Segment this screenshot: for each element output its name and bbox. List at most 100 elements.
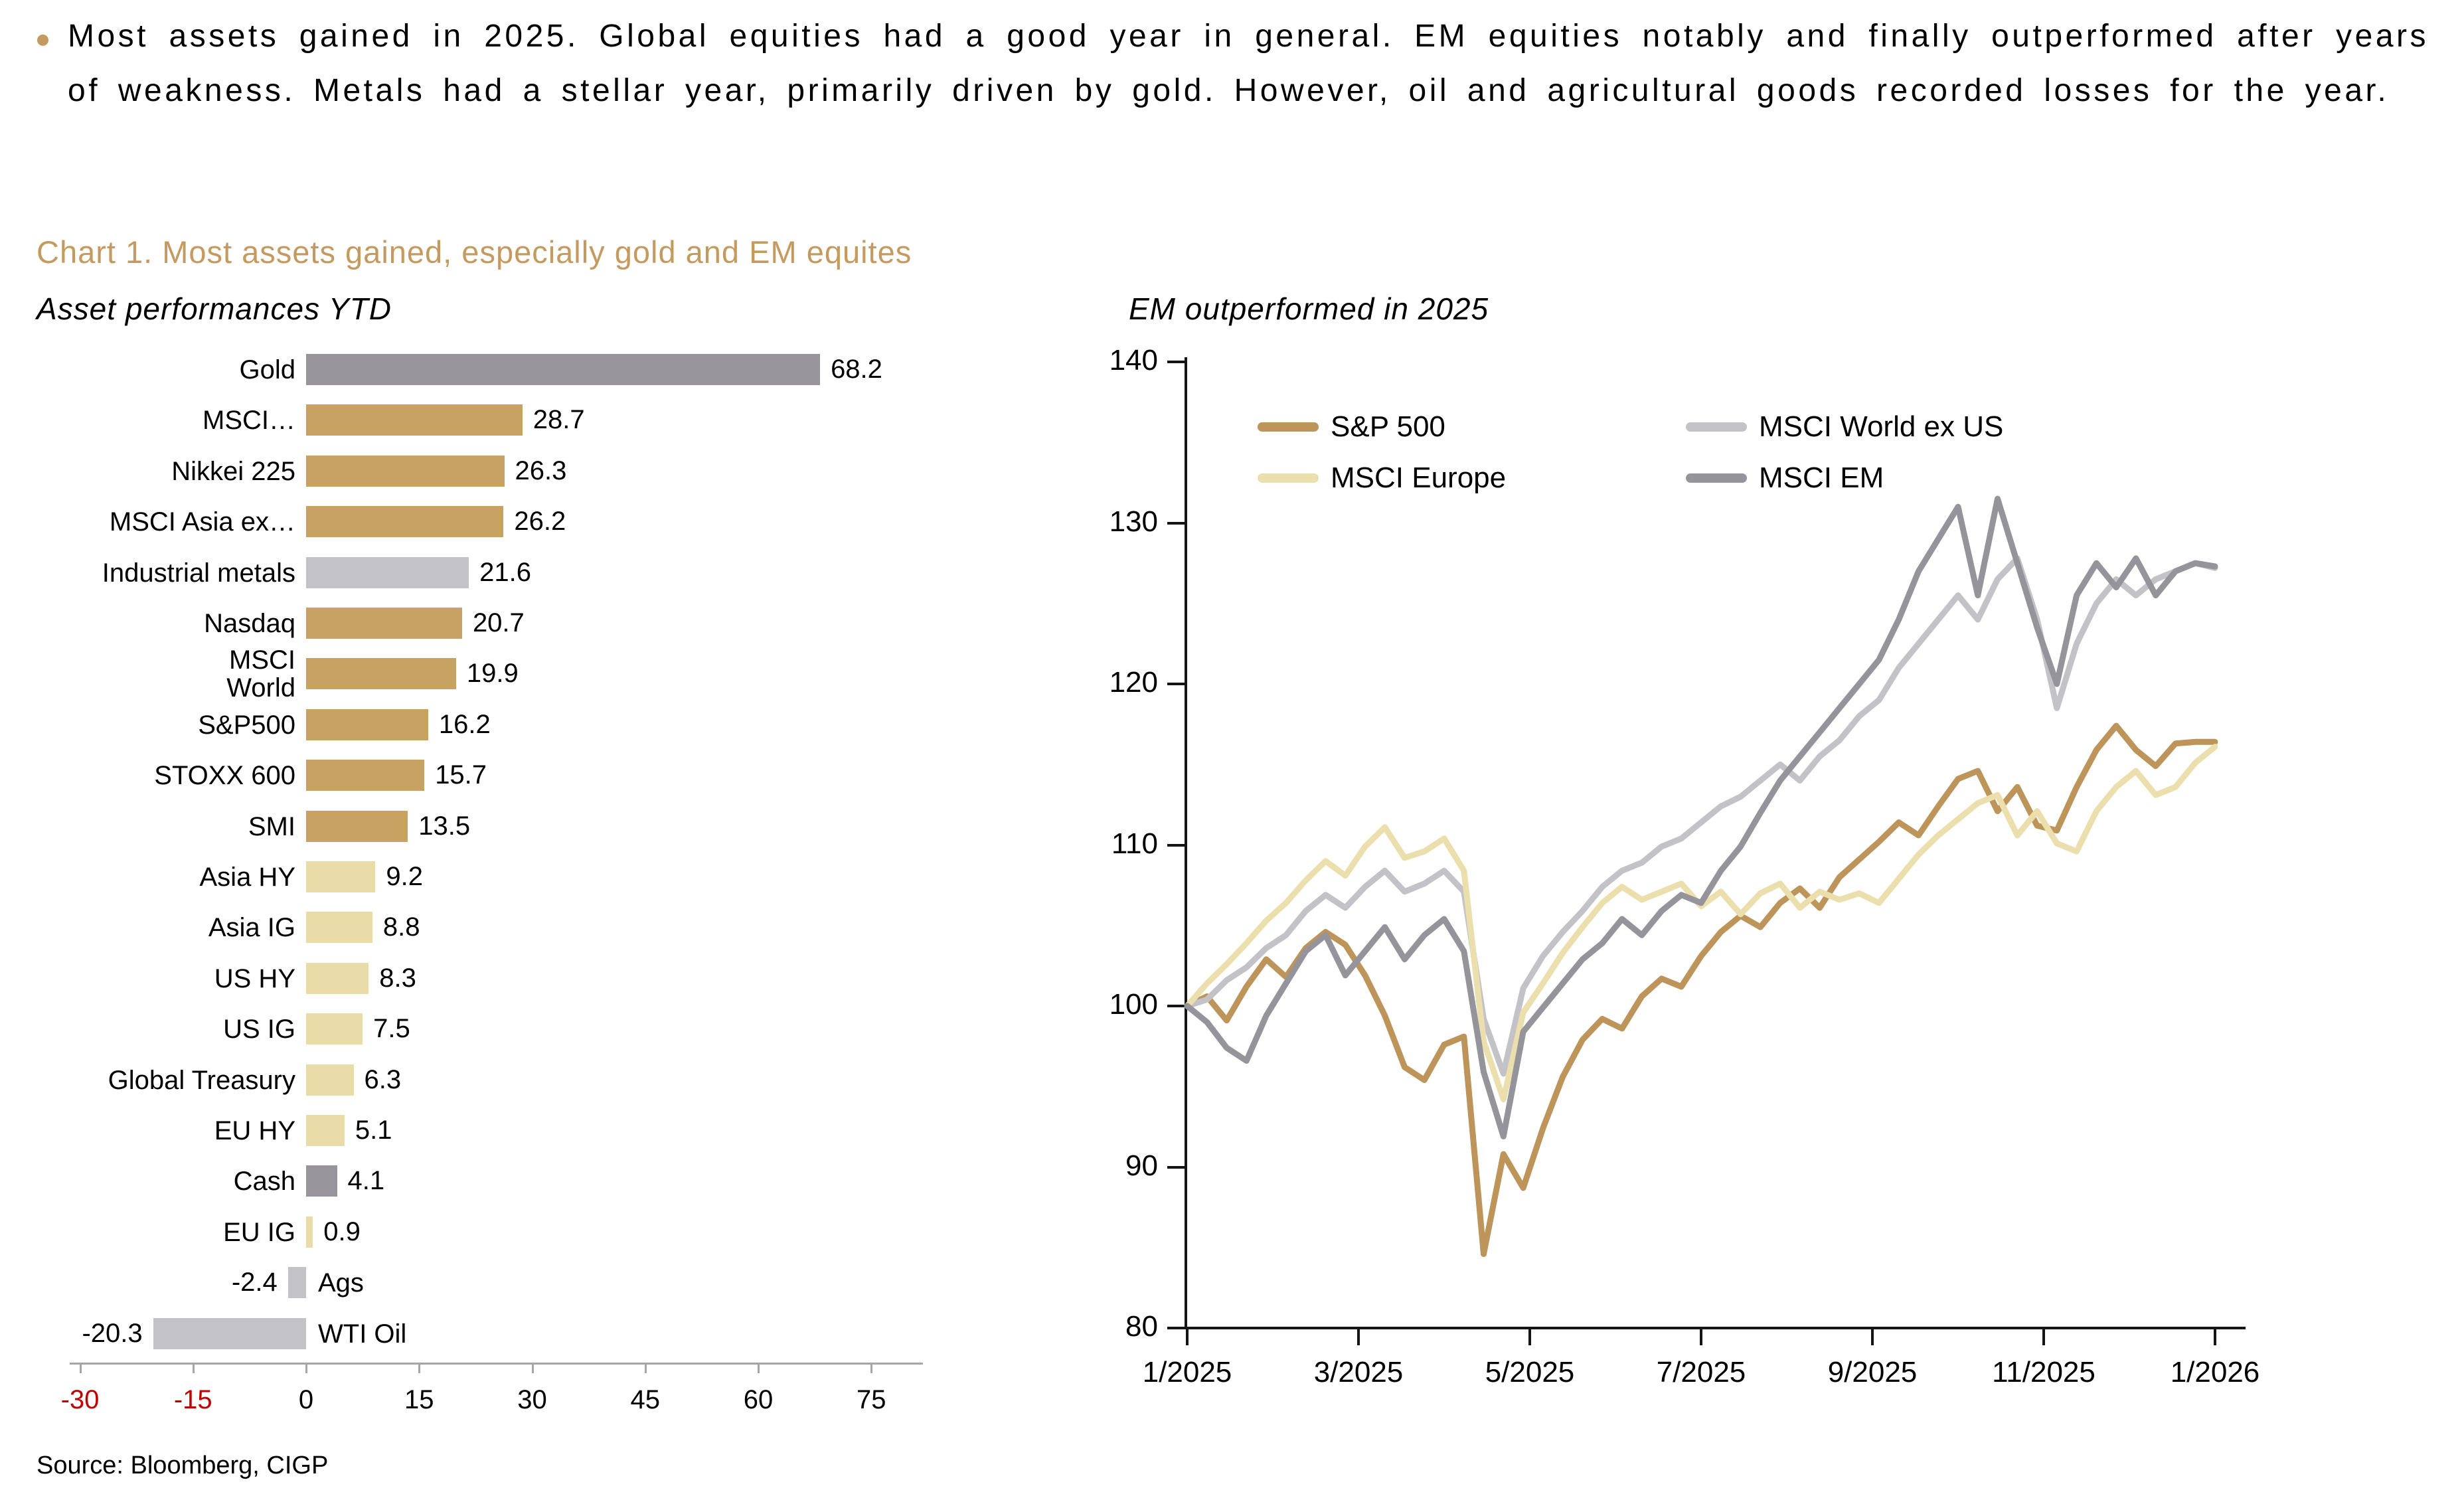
bar-chart-x-tick (79, 1363, 82, 1373)
bar-eu-hy (306, 1115, 345, 1146)
legend-swatch-msci-europe (1258, 473, 1319, 483)
bar-chart-subtitle: Asset performances YTD (37, 292, 392, 326)
bar-category-label: MSCI… (203, 405, 295, 435)
legend-label-s-p-500: S&P 500 (1331, 410, 1445, 443)
bar-msci-world (306, 658, 456, 689)
bar-category-label: MSCI Asia ex… (109, 507, 295, 537)
line-chart-subtitle: EM outperformed in 2025 (1129, 292, 1489, 326)
line-chart-x-tick (2214, 1328, 2216, 1345)
bar-category-label: Ags (318, 1268, 364, 1297)
bar-chart-x-tick-label: 75 (857, 1385, 886, 1414)
legend-swatch-s-p-500 (1258, 422, 1319, 432)
bar-chart-x-tick-label: -15 (173, 1385, 212, 1414)
line-chart-x-tick-label: 1/2025 (1142, 1356, 1232, 1388)
legend-item-s-p-500: S&P 500 (1258, 408, 1445, 446)
bar-value-label: 0.9 (323, 1217, 361, 1246)
legend-item-msci-em: MSCI EM (1686, 460, 1884, 497)
bar-chart-x-tick-label: 30 (517, 1385, 547, 1414)
bar-us-ig (306, 1013, 363, 1044)
summary-paragraph: Most assets gained in 2025. Global equit… (68, 19, 2429, 108)
bar-chart-x-tick-label: 0 (298, 1385, 314, 1414)
bar-category-label: Cash (233, 1166, 295, 1196)
line-chart-y-axis (1185, 357, 1187, 1329)
line-chart-y-tick (1167, 361, 1185, 363)
bar-value-label: 19.9 (466, 659, 519, 688)
bar-category-label: EU HY (214, 1116, 295, 1145)
bar-smi (306, 811, 408, 842)
bar-category-label: Global Treasury (108, 1065, 295, 1095)
bar-value-label: 21.6 (479, 558, 532, 587)
bar-value-label: 13.5 (418, 811, 471, 841)
bar-value-label: 15.7 (435, 760, 487, 790)
line-chart-x-tick-label: 11/2025 (1992, 1356, 2095, 1388)
legend-label-msci-em: MSCI EM (1759, 461, 1884, 494)
line-chart-y-tick-label: 100 (1109, 988, 1158, 1021)
bar-value-label: 7.5 (373, 1014, 410, 1043)
series-line-msci-europe (1184, 744, 2218, 1103)
bar-value-label: 26.3 (515, 456, 567, 485)
legend-swatch-msci-world-ex-us (1686, 422, 1747, 432)
line-chart-x-tick-label: 5/2025 (1485, 1356, 1575, 1388)
bar-industrial-metals (306, 557, 469, 588)
bar-value-label: -20.3 (82, 1319, 143, 1348)
bar-category-label: Industrial metals (102, 558, 295, 588)
chart-title: Chart 1. Most assets gained, especially … (37, 234, 912, 270)
bar-category-label: Asia IG (208, 912, 295, 942)
bar-category-label: Nasdaq (204, 608, 295, 638)
line-chart-y-tick (1167, 1005, 1185, 1007)
line-chart-x-tick (1357, 1328, 1360, 1345)
source-note: Source: Bloomberg, CIGP (37, 1452, 329, 1479)
series-line-msci-em (1184, 495, 2218, 1139)
series-line-s-p-500 (1184, 722, 2218, 1257)
line-chart-plot (1184, 495, 2218, 1257)
bar-chart-x-tick-label: 60 (743, 1385, 774, 1414)
bar-global-treasury (306, 1064, 354, 1096)
bar-chart-x-tick (870, 1363, 873, 1373)
bar-chart-x-tick (531, 1363, 534, 1373)
line-chart-y-tick-label: 80 (1125, 1310, 1158, 1343)
bar-wti-oil (153, 1318, 306, 1349)
bar-asia-hy (306, 861, 376, 892)
bar-value-label: 68.2 (831, 355, 882, 384)
bar-value-label: 26.2 (514, 507, 566, 536)
line-chart-y-tick-label: 140 (1109, 344, 1158, 376)
bar-category-label: Asia HY (199, 862, 296, 892)
bar-chart-x-tick-label: 15 (404, 1385, 434, 1414)
bar-category-label: US IG (223, 1014, 295, 1044)
line-chart-y-tick (1167, 1165, 1185, 1169)
bar-value-label: 20.7 (472, 608, 525, 637)
line-chart-x-tick (1871, 1328, 1874, 1345)
line-chart-x-tick (1528, 1328, 1531, 1345)
line-chart-y-tick (1167, 1327, 1185, 1329)
line-chart-x-tick (2042, 1328, 2045, 1345)
bar-eu-ig (306, 1216, 313, 1248)
bullet-icon (37, 35, 48, 46)
bar-value-label: 8.3 (379, 963, 416, 993)
bar-value-label: 5.1 (355, 1116, 392, 1145)
bar-msci (306, 404, 523, 436)
bar-msci-asia-ex (306, 506, 504, 537)
line-chart-x-axis (1185, 1327, 2246, 1329)
line-chart-x-tick-label: 9/2025 (1827, 1356, 1918, 1388)
bar-category-label: Gold (239, 355, 296, 384)
bar-category-label: WTI Oil (318, 1319, 407, 1349)
line-chart-y-tick-label: 130 (1109, 505, 1158, 538)
legend-item-msci-europe: MSCI Europe (1258, 460, 1506, 497)
legend-item-msci-world-ex-us: MSCI World ex US (1686, 408, 2003, 446)
bar-category-label: S&P500 (198, 710, 295, 740)
bar-chart-x-tick-label: -30 (60, 1385, 100, 1414)
bar-gold (306, 354, 821, 385)
line-chart-y-tick (1167, 843, 1185, 847)
bar-category-label: STOXX 600 (154, 760, 295, 790)
bar-s-p500 (306, 709, 428, 740)
bar-category-label: Nikkei 225 (171, 456, 295, 486)
bar-chart-x-tick (305, 1363, 307, 1373)
bar-value-label: 4.1 (347, 1166, 385, 1195)
bar-asia-ig (306, 912, 372, 943)
bar-value-label: -2.4 (231, 1268, 278, 1297)
line-chart-x-tick-label: 3/2025 (1313, 1356, 1404, 1388)
bar-stoxx-600 (306, 760, 425, 791)
line-chart-x-tick-label: 7/2025 (1656, 1356, 1746, 1388)
bar-category-label: SMI (248, 811, 295, 841)
bar-value-label: 6.3 (364, 1065, 402, 1094)
